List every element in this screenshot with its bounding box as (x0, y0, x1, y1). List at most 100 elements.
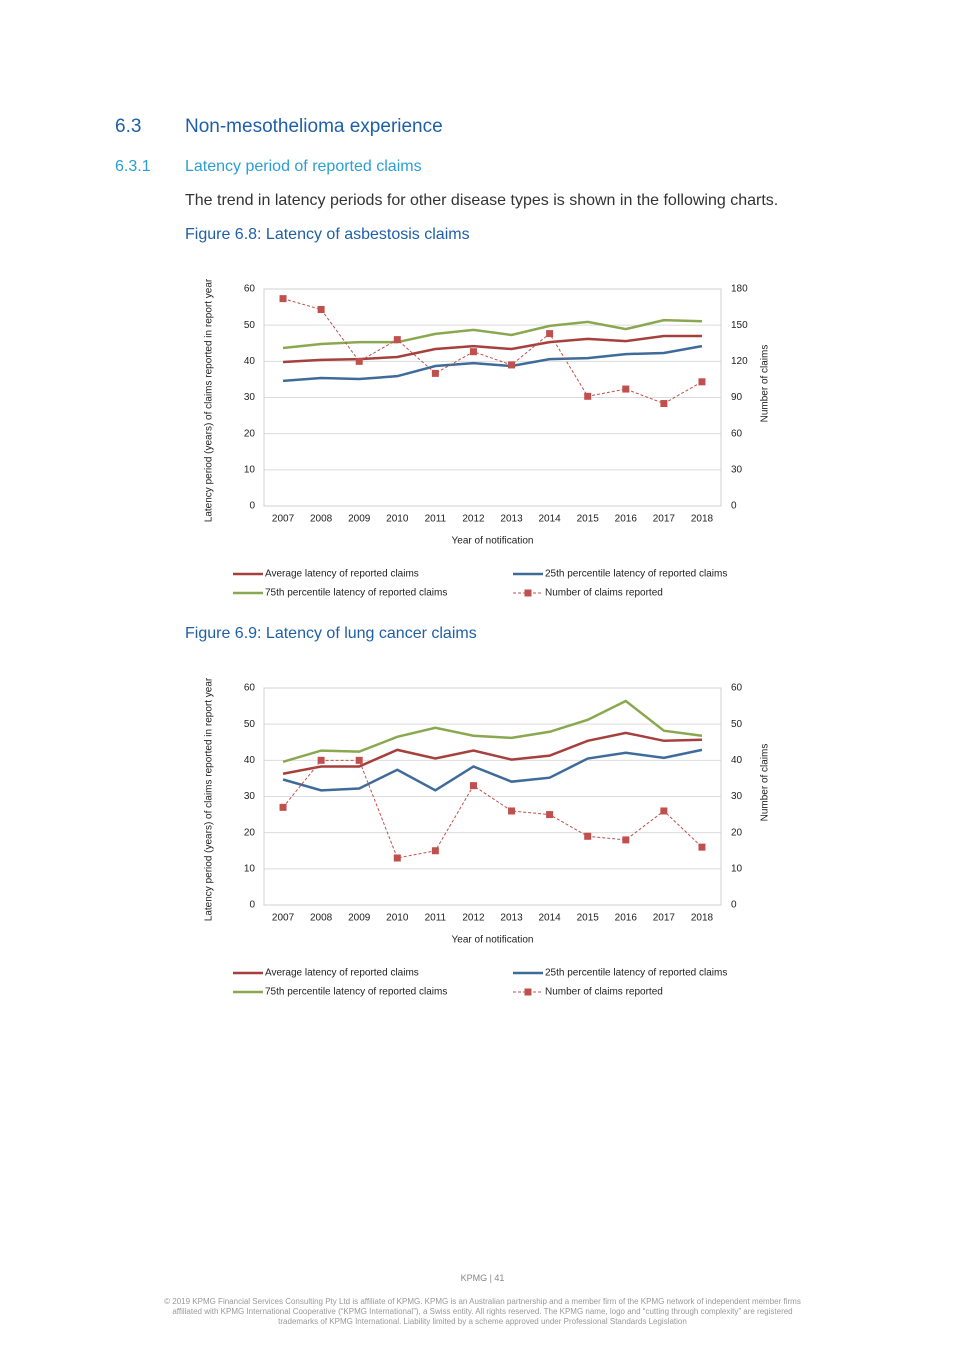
legend-label: 75th percentile latency of reported clai… (265, 987, 447, 998)
y-tick-label: 50 (244, 320, 256, 331)
legend-label: 25th percentile latency of reported clai… (545, 569, 727, 580)
y-axis-title: Latency period (years) of claims reporte… (204, 278, 215, 522)
marker (469, 348, 477, 356)
x-tick-label: 2010 (386, 913, 409, 924)
marker (317, 305, 325, 313)
y-tick-label: 0 (249, 900, 255, 911)
plot-frame (263, 288, 722, 507)
x-tick-label: 2018 (691, 514, 714, 525)
subsection-title: Latency period of reported claims (185, 158, 422, 175)
x-tick-label: 2007 (272, 514, 295, 525)
x-tick-label: 2017 (653, 514, 676, 525)
marker (393, 854, 401, 862)
y2-tick-label: 40 (731, 755, 743, 766)
legend-label: Average latency of reported claims (265, 569, 419, 580)
legend-label: Number of claims reported (545, 987, 663, 998)
y2-tick-label: 10 (731, 863, 743, 874)
figure-caption: Figure 6.8: Latency of asbestosis claims (185, 226, 470, 243)
legend-marker (524, 988, 532, 996)
y-tick-label: 50 (244, 719, 256, 730)
intro-text: The trend in latency periods for other d… (185, 192, 779, 209)
x-tick-label: 2018 (691, 913, 714, 924)
copyright: © 2019 KPMG Financial Services Consultin… (164, 1297, 801, 1306)
marker (279, 295, 287, 303)
y-tick-label: 60 (244, 683, 256, 694)
marker (698, 843, 706, 851)
y2-tick-label: 90 (731, 392, 743, 403)
x-axis-title: Year of notification (452, 935, 534, 946)
plot-frame (263, 687, 722, 906)
chart: 0 10 20 30 40 50 60 0 30 60 90 120 150 180 2007 2008 200… (204, 278, 771, 599)
marker (355, 756, 363, 764)
y2-tick-label: 0 (731, 501, 737, 512)
x-tick-label: 2009 (348, 514, 371, 525)
x-tick-label: 2014 (539, 913, 562, 924)
x-tick-label: 2016 (615, 514, 638, 525)
series-line (282, 344, 703, 383)
marker (584, 832, 592, 840)
x-tick-label: 2012 (462, 514, 485, 525)
x-tick-label: 2014 (539, 514, 562, 525)
y-tick-label: 10 (244, 464, 256, 475)
y-tick-label: 40 (244, 356, 256, 367)
y2-tick-label: 60 (731, 428, 743, 439)
x-tick-label: 2011 (425, 514, 447, 525)
section-title: Non-mesothelioma experience (185, 116, 443, 137)
x-tick-label: 2013 (500, 913, 523, 924)
series-line (282, 298, 703, 405)
page-number: KPMG | 41 (460, 1273, 505, 1283)
y-tick-label: 20 (244, 428, 256, 439)
y2-tick-label: 180 (731, 284, 748, 295)
legend-label: Number of claims reported (545, 588, 663, 599)
y-tick-label: 0 (249, 501, 255, 512)
series-line (282, 318, 702, 350)
marker (355, 357, 363, 365)
marker (317, 756, 325, 764)
legend-label: 25th percentile latency of reported clai… (545, 968, 727, 979)
series-line (282, 759, 703, 859)
marker (622, 385, 630, 393)
y2-tick-label: 50 (731, 719, 743, 730)
x-tick-label: 2007 (272, 913, 295, 924)
y2-tick-label: 60 (731, 683, 743, 694)
figure-caption: Figure 6.9: Latency of lung cancer claim… (185, 625, 477, 642)
copyright: affiliated with KPMG International Coope… (172, 1307, 793, 1316)
x-tick-label: 2017 (653, 913, 676, 924)
y2-tick-label: 20 (731, 827, 743, 838)
legend-marker (524, 589, 532, 597)
y2-axis-title: Number of claims (760, 744, 771, 822)
x-tick-label: 2010 (386, 514, 409, 525)
y2-tick-label: 0 (731, 900, 737, 911)
marker (431, 369, 439, 377)
marker (469, 782, 477, 790)
series-line (282, 334, 702, 364)
x-tick-label: 2009 (348, 913, 371, 924)
marker (546, 811, 554, 819)
series-line (282, 748, 703, 792)
y2-axis-title: Number of claims (760, 345, 771, 423)
x-tick-label: 2011 (425, 913, 447, 924)
copyright: trademarks of KPMG International. Liabil… (278, 1317, 687, 1326)
marker (660, 807, 668, 815)
marker (546, 330, 554, 338)
marker (508, 807, 516, 815)
y-axis-title: Latency period (years) of claims reporte… (204, 677, 215, 921)
y2-tick-label: 120 (731, 356, 748, 367)
y-tick-label: 10 (244, 863, 256, 874)
marker (431, 847, 439, 855)
y-tick-label: 30 (244, 392, 256, 403)
marker (698, 378, 706, 386)
marker (279, 803, 287, 811)
y-tick-label: 20 (244, 827, 256, 838)
series-line (282, 699, 703, 763)
y2-tick-label: 30 (731, 464, 743, 475)
chart: 0 10 20 30 40 50 60 0 10 20 30 40 50 60 2007 2008 2009 20… (204, 677, 771, 998)
legend-label: Average latency of reported claims (265, 968, 419, 979)
marker (393, 336, 401, 344)
y2-tick-label: 150 (731, 320, 748, 331)
y-tick-label: 40 (244, 755, 256, 766)
x-tick-label: 2016 (615, 913, 638, 924)
y2-tick-label: 30 (731, 791, 743, 802)
marker (584, 392, 592, 400)
